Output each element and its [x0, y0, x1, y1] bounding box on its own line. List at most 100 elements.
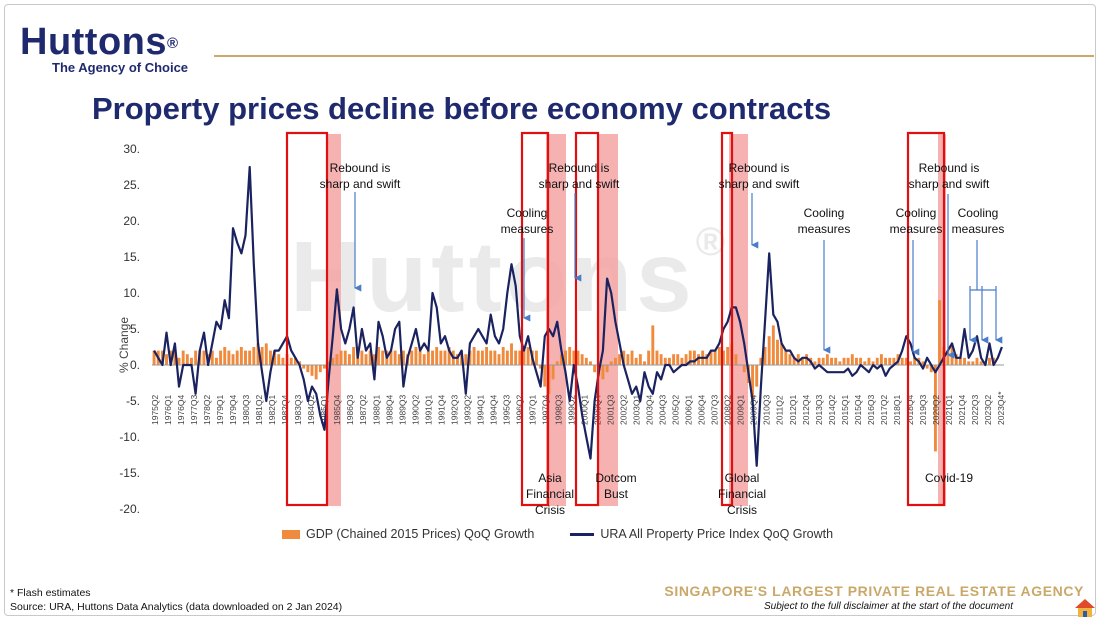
gdp-bar — [377, 347, 380, 365]
x-tick-label: 1983Q3 — [293, 394, 303, 425]
gdp-bar — [426, 350, 430, 365]
x-tick-label: 2002Q2 — [619, 394, 629, 425]
gdp-bar — [518, 350, 522, 365]
gdp-bar — [879, 354, 883, 365]
gdp-bar — [534, 350, 538, 365]
gdp-bar — [165, 354, 169, 365]
agency-tagline: SINGAPORE'S LARGEST PRIVATE REAL ESTATE … — [664, 583, 1084, 599]
x-tick-label: 1982Q1 — [267, 394, 277, 425]
y-tick-label: -15. — [119, 466, 140, 480]
gdp-bar — [264, 343, 268, 365]
gdp-bar — [410, 350, 414, 365]
gdp-bar — [393, 350, 397, 365]
gdp-bar — [268, 350, 272, 365]
x-tick-label: 2023Q4* — [996, 391, 1006, 425]
gdp-bar — [834, 357, 838, 365]
gdp-bar — [414, 347, 418, 365]
recession-band-2 — [546, 134, 566, 506]
gdp-bar — [480, 350, 484, 365]
gdp-bar — [505, 350, 509, 365]
gdp-bar — [688, 350, 692, 365]
chart-annotation: Rebound is sharp and swift — [539, 161, 620, 191]
gdp-bar — [705, 354, 709, 365]
price-index-line — [153, 165, 1003, 467]
gdp-bar — [489, 350, 493, 365]
gdp-bar — [526, 347, 530, 365]
x-tick-label: 1991Q1 — [423, 394, 433, 425]
footnote-flash: * Flash estimates — [10, 587, 91, 599]
gdp-bar — [368, 350, 372, 365]
y-tick-label: 5. — [130, 322, 140, 336]
x-tick-label: 2013Q3 — [814, 394, 824, 425]
gdp-bar — [929, 365, 933, 373]
gdp-bar — [622, 350, 626, 365]
header-divider — [214, 55, 1094, 57]
x-tick-label: 1991Q4 — [436, 394, 446, 425]
gdp-bar — [314, 365, 318, 380]
gdp-bar — [572, 350, 576, 365]
x-tick-label: 1976Q4 — [176, 394, 186, 425]
gdp-bar — [767, 336, 771, 365]
gdp-bar — [734, 354, 738, 365]
gdp-bar — [235, 350, 239, 365]
gdp-bar — [401, 350, 405, 365]
crisis-box-2 — [520, 131, 550, 507]
gdp-bar — [643, 361, 646, 365]
x-tick-label: 1994Q4 — [488, 394, 498, 425]
gdp-bar — [613, 357, 617, 365]
gdp-bar — [468, 350, 472, 365]
gdp-bar — [971, 361, 975, 365]
gdp-bar — [867, 357, 871, 365]
gdp-bar — [817, 357, 821, 365]
gdp-bar — [751, 365, 755, 401]
x-tick-label: 1980Q3 — [241, 394, 251, 425]
x-tick-label: 2005Q2 — [671, 394, 681, 425]
gdp-bar — [884, 357, 888, 365]
logo-name: Huttons — [20, 21, 168, 63]
x-tick-label: 2007Q3 — [710, 394, 720, 425]
chart-annotation: Global Financial Crisis — [718, 471, 766, 517]
gdp-bar — [464, 354, 468, 365]
x-tick-label: 2000Q1 — [580, 394, 590, 425]
gdp-bar — [684, 354, 688, 365]
y-tick-label: 10. — [123, 286, 140, 300]
gdp-bar — [381, 350, 385, 365]
gdp-bar — [676, 354, 680, 365]
x-tick-label: 1988Q4 — [384, 394, 394, 425]
gdp-bar — [302, 365, 306, 369]
logo-reg-mark: ® — [167, 35, 179, 52]
x-tick-label: 2012Q4 — [801, 394, 811, 425]
chart-annotation: Dotcom Bust — [595, 471, 636, 501]
gdp-bar — [439, 350, 443, 365]
legend-price-swatch — [570, 532, 595, 536]
gdp-bar — [260, 347, 264, 365]
gdp-bar — [830, 357, 833, 365]
gdp-bar — [859, 357, 863, 365]
gdp-bar — [559, 354, 563, 365]
gdp-bar — [493, 350, 497, 365]
legend-gdp-swatch — [282, 529, 300, 539]
gdp-bar — [177, 357, 181, 365]
gdp-bar — [609, 361, 613, 365]
y-tick-label: 25. — [123, 178, 140, 192]
gdp-bar — [210, 350, 214, 365]
gdp-bar — [634, 357, 638, 365]
x-tick-label: 2018Q1 — [892, 394, 902, 425]
x-tick-label: 1977Q3 — [189, 394, 199, 425]
gdp-bar — [900, 357, 904, 365]
gdp-bar — [472, 347, 476, 365]
x-tick-label: 2006Q1 — [684, 394, 694, 425]
x-tick-label: 1986Q3 — [345, 394, 355, 425]
gdp-bar — [543, 365, 547, 387]
gdp-bar — [435, 347, 439, 365]
gdp-bar — [954, 354, 958, 365]
home-icon[interactable] — [1074, 598, 1096, 618]
x-tick-label: 2015Q1 — [840, 394, 850, 425]
x-tick-label: 2011Q2 — [775, 395, 785, 425]
gdp-bar — [921, 361, 925, 365]
gdp-bar — [792, 357, 796, 365]
recession-band-5 — [938, 134, 946, 506]
gdp-bar — [214, 357, 218, 365]
x-tick-label: 1975Q2 — [150, 394, 160, 425]
gdp-bar — [568, 347, 572, 365]
